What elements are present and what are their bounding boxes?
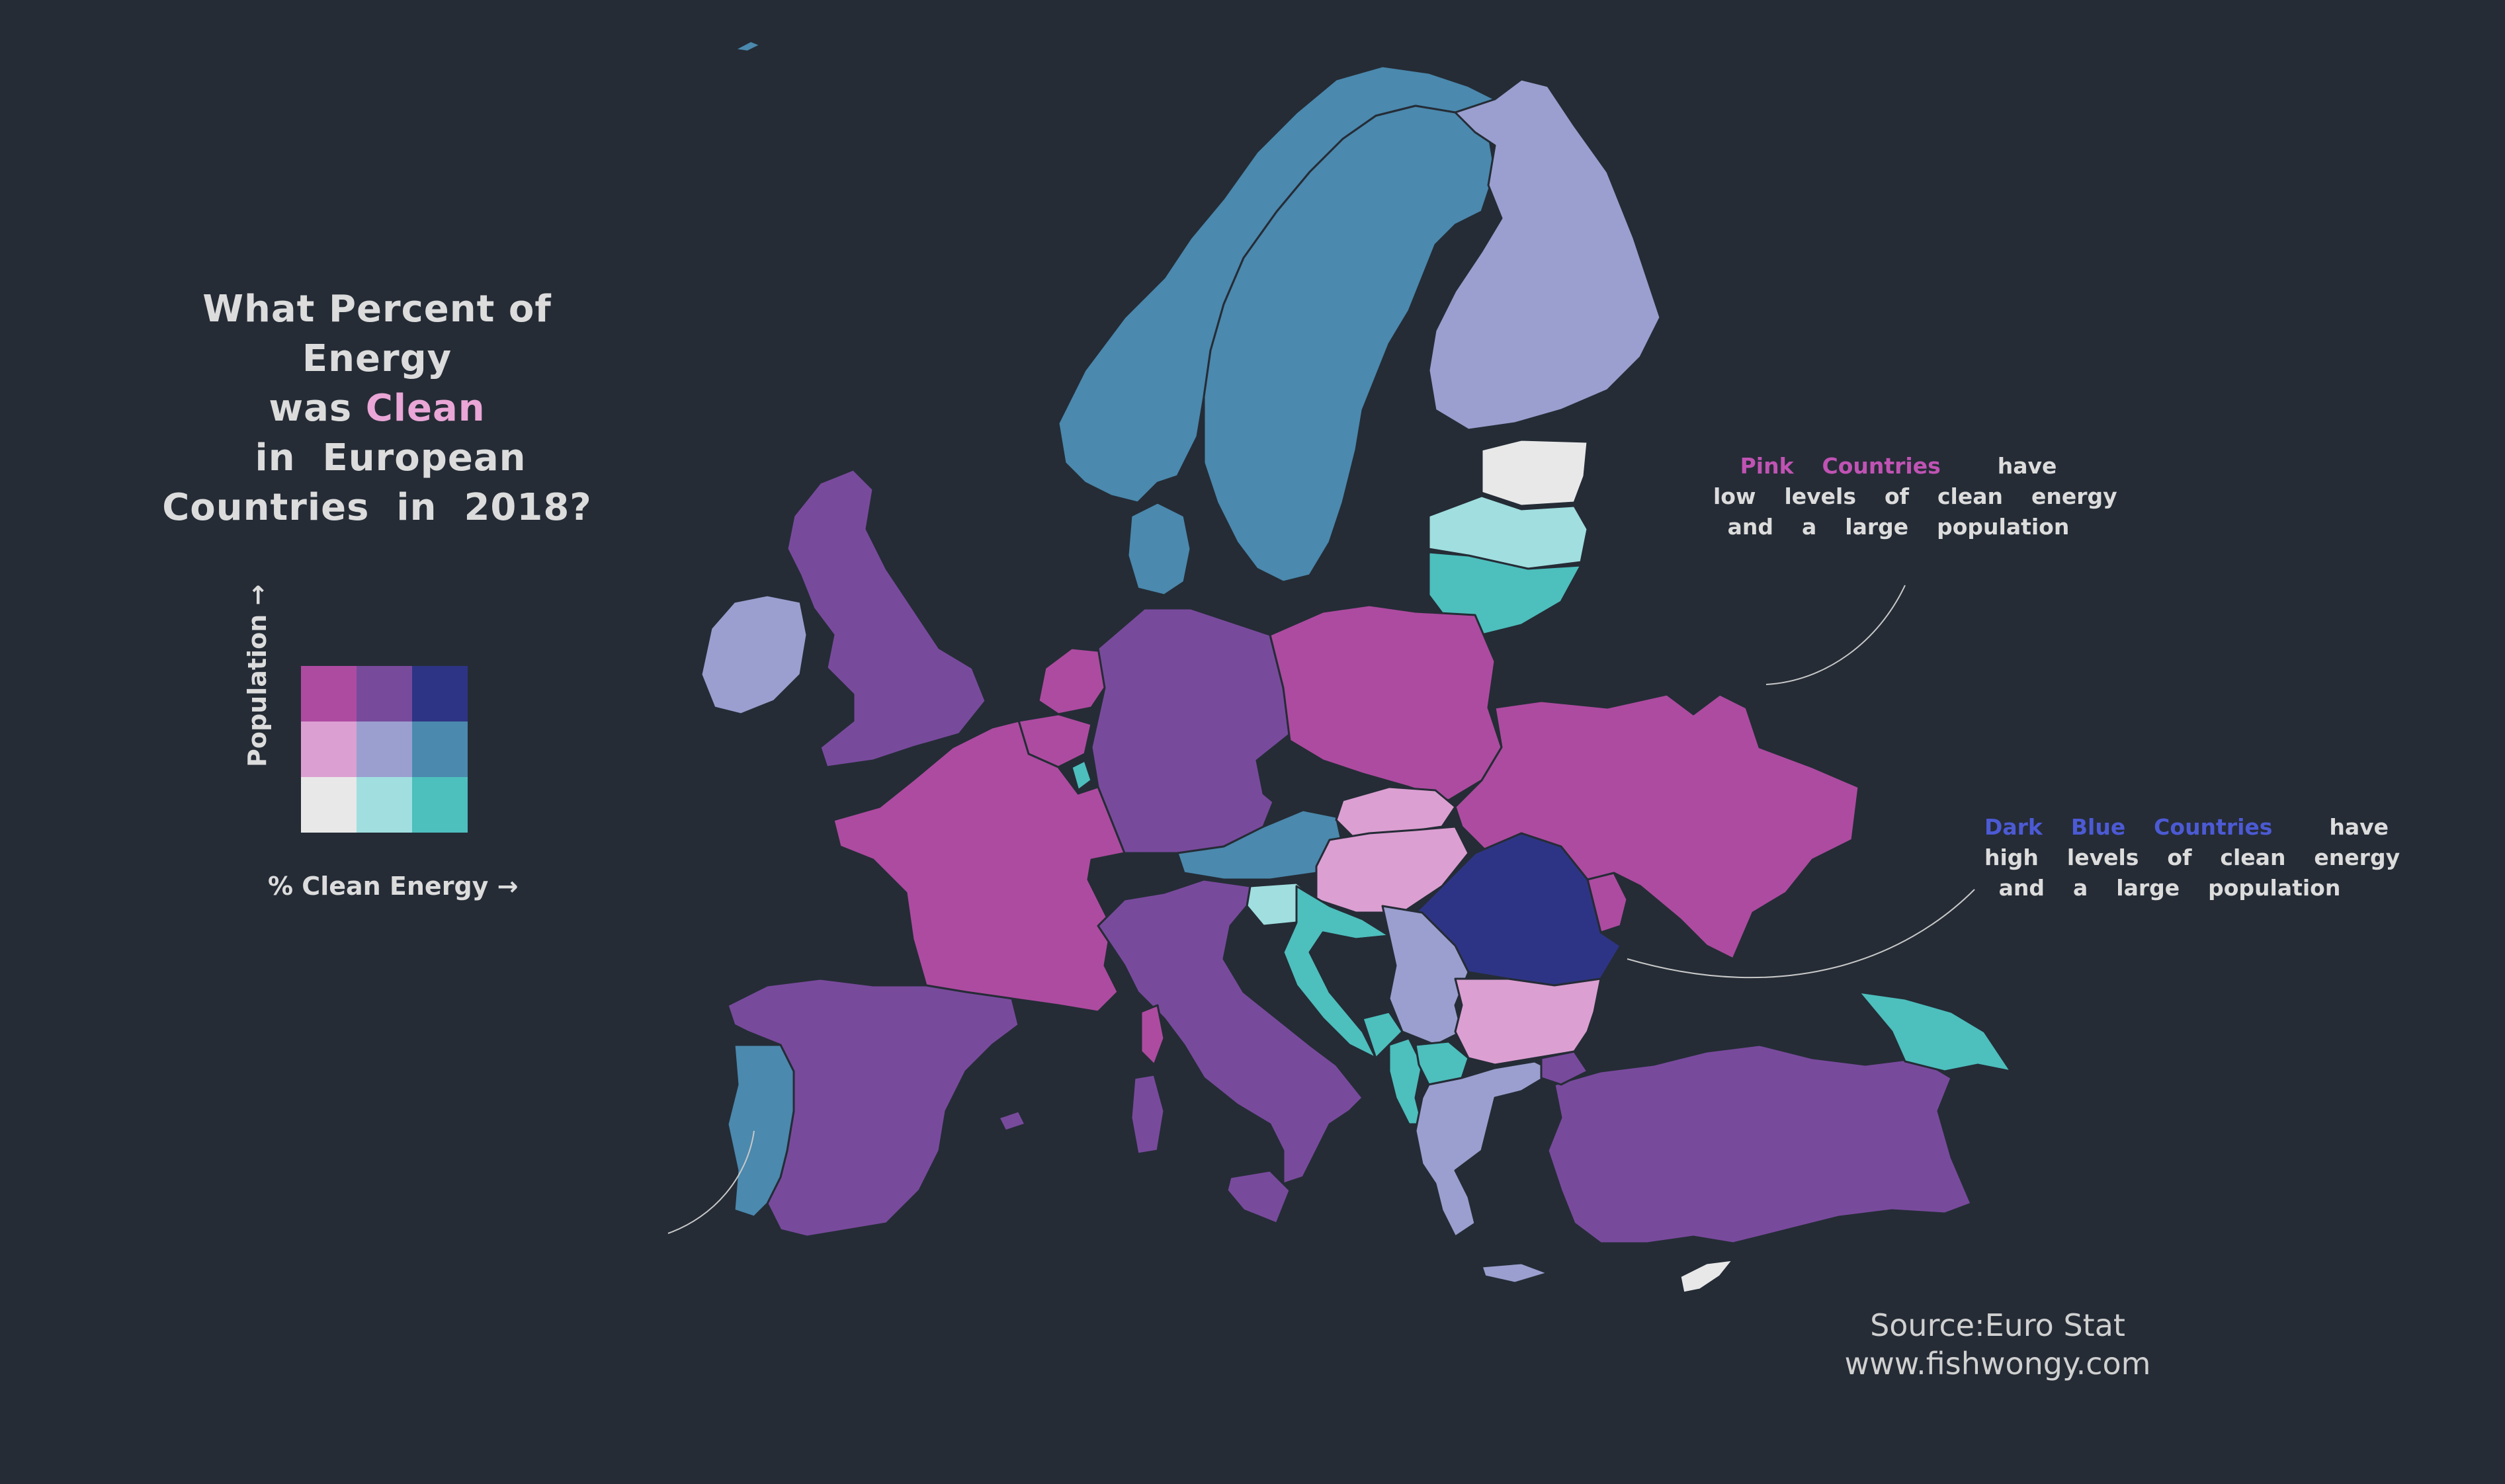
blue-annotation-key: Dark Blue Countries	[1984, 814, 2273, 840]
blue-annotation-have: have	[2329, 814, 2389, 840]
island-sardinia	[1130, 1073, 1166, 1155]
blue-annotation-line-1: Dark Blue Countries have	[1984, 812, 2389, 843]
title-line-2-pre: was	[269, 387, 366, 430]
country-turkey	[1547, 1044, 1973, 1245]
country-cyprus	[1679, 1258, 1734, 1294]
legend-cell-mid-pop-mid-clean	[357, 721, 412, 777]
country-slovakia	[1335, 786, 1457, 841]
title-line-3: Countries in 2018?	[162, 486, 592, 529]
title-line-2-post: in European	[228, 436, 527, 479]
island-baleares	[998, 1110, 1027, 1132]
blue-annotation-line	[1627, 889, 1975, 979]
pink-annotation-line	[1765, 585, 1906, 685]
country-ukraine	[1454, 693, 1860, 960]
country-bulgaria	[1454, 977, 1602, 1066]
country-france	[832, 720, 1126, 1013]
island-sicily	[1226, 1169, 1291, 1225]
legend-cell-low-pop-mid-clean	[357, 777, 412, 833]
legend-cell-mid-pop-high-clean	[412, 721, 468, 777]
website-line: www.fishwongy.com	[1844, 1346, 2151, 1381]
map-title: What Percent of Energy was Clean in Euro…	[132, 284, 622, 532]
island-north	[733, 40, 762, 53]
country-croatia	[1282, 885, 1390, 1059]
island-corsica	[1140, 1004, 1166, 1066]
title-highlight-clean: Clean	[365, 387, 486, 430]
title-line-2: was Clean in European	[132, 384, 622, 483]
country-serbia	[1381, 905, 1470, 1046]
portugal-annotation-line	[667, 1130, 755, 1234]
pink-annotation-line-1: Pink Countries have	[1713, 451, 2084, 481]
legend-cell-high-pop-mid-clean	[357, 666, 412, 721]
legend-cell-low-pop-high-clean	[412, 777, 468, 833]
country-greece	[1414, 1060, 1556, 1238]
title-line-1: What Percent of Energy	[202, 288, 552, 380]
country-denmark	[1126, 501, 1192, 597]
country-sweden	[1203, 104, 1496, 583]
legend-cell-mid-pop-low-clean	[301, 721, 357, 777]
blue-annotation: Dark Blue Countries have high levels of …	[1984, 812, 2400, 903]
blue-annotation-line-3: and a large population	[1998, 875, 2341, 901]
pink-annotation-line-3: and a large population	[1727, 514, 2070, 540]
country-bosnia	[1315, 931, 1397, 1020]
pink-annotation: Pink Countries have low levels of clean …	[1713, 451, 2117, 542]
pink-annotation-have: have	[1997, 453, 2057, 479]
country-luxembourg	[1070, 759, 1093, 792]
country-germany	[1090, 607, 1291, 854]
country-italy	[1097, 878, 1364, 1185]
country-estonia	[1480, 438, 1589, 507]
island-crete	[1480, 1262, 1549, 1284]
source-credit: Source:Euro Stat www.fishwongy.com	[1786, 1306, 2209, 1383]
legend-cell-high-pop-low-clean	[301, 666, 357, 721]
pink-annotation-line-2: low levels of clean energy	[1713, 483, 2117, 509]
country-portugal	[726, 1044, 795, 1218]
blue-annotation-line-2: high levels of clean energy	[1984, 845, 2400, 870]
country-montenegro	[1361, 1010, 1404, 1059]
bivariate-legend	[301, 666, 468, 833]
legend-x-label: % Clean Energy →	[268, 872, 519, 901]
legend-cell-low-pop-low-clean	[301, 777, 357, 833]
legend-cell-high-pop-high-clean	[412, 666, 468, 721]
country-turkey-thrace	[1540, 1050, 1589, 1086]
country-georgia	[1857, 991, 2012, 1073]
legend-y-label: Population →	[243, 584, 272, 767]
country-ireland	[700, 594, 808, 716]
country-finland	[1427, 78, 1662, 431]
country-netherlands	[1037, 647, 1106, 716]
country-switzerland	[1087, 852, 1179, 897]
country-latvia	[1427, 495, 1589, 570]
country-united-kingdom	[786, 468, 987, 768]
source-line: Source:Euro Stat	[1870, 1307, 2125, 1343]
pink-annotation-key: Pink Countries	[1740, 453, 1941, 479]
